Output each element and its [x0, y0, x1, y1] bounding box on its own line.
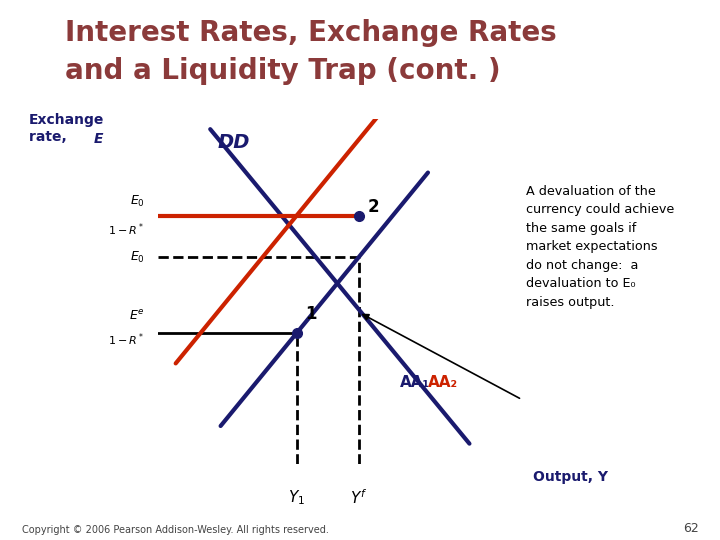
- Text: $1 - R^*$: $1 - R^*$: [108, 221, 145, 238]
- Text: 2: 2: [367, 198, 379, 216]
- Text: Interest Rates, Exchange Rates: Interest Rates, Exchange Rates: [65, 19, 557, 47]
- Text: $1 - R^*$: $1 - R^*$: [108, 332, 145, 348]
- Text: $Y_1$: $Y_1$: [288, 489, 305, 507]
- Text: E: E: [94, 132, 103, 146]
- Text: A devaluation of the
currency could achieve
the same goals if
market expectation: A devaluation of the currency could achi…: [526, 185, 675, 309]
- Text: Exchange
rate,: Exchange rate,: [29, 113, 104, 144]
- Text: 62: 62: [683, 522, 698, 535]
- Text: and a Liquidity Trap (cont. ): and a Liquidity Trap (cont. ): [65, 57, 500, 85]
- Text: $E_0$: $E_0$: [130, 194, 145, 210]
- Text: Copyright © 2006 Pearson Addison-Wesley. All rights reserved.: Copyright © 2006 Pearson Addison-Wesley.…: [22, 524, 328, 535]
- Text: $E_0$: $E_0$: [130, 249, 145, 265]
- Text: DD: DD: [217, 133, 250, 152]
- Text: Output, Y: Output, Y: [533, 470, 608, 484]
- Text: AA₁: AA₁: [400, 375, 431, 389]
- Text: AA₂: AA₂: [428, 375, 458, 389]
- Text: $E^e$: $E^e$: [129, 309, 145, 323]
- Text: $Y^f$: $Y^f$: [350, 489, 368, 507]
- Text: 1: 1: [305, 305, 317, 323]
